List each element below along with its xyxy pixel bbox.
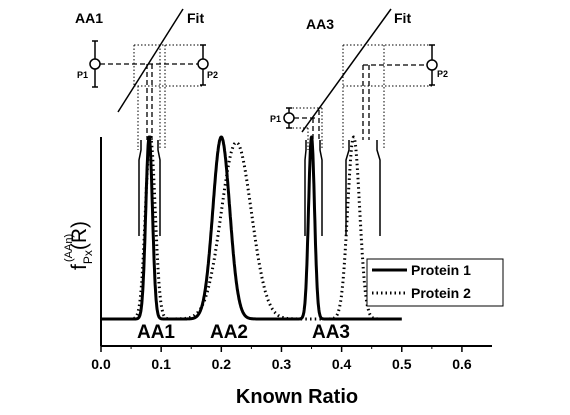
peak-label-aa2: AA2 (210, 322, 248, 343)
inset-aa1-p2-label: P2 (207, 70, 218, 80)
legend-label-protein-2: Protein 2 (411, 285, 471, 301)
series-line-protein-2 (99, 135, 403, 321)
inset-aa1-title: AA1 (75, 10, 103, 26)
inset-aa3-p2-label: P2 (437, 69, 448, 79)
y-axis-label-main: f (68, 264, 91, 270)
x-tick-label: 0.2 (212, 356, 232, 372)
inset-aa3-fit-line (301, 8, 392, 133)
inset-aa1-p2-marker (197, 58, 209, 70)
peak-label-aa1: AA1 (137, 322, 175, 343)
svg-text:fPx(R): fPx(R) (68, 221, 95, 270)
x-tick-label: 0.0 (91, 356, 111, 372)
curves (99, 135, 403, 321)
series-line-protein-1 (99, 135, 403, 321)
inset-aa3-fit-label: Fit (394, 10, 411, 26)
y-axis-label-super: (AAn) (63, 234, 75, 262)
inset-aa1-p1-marker (89, 58, 101, 70)
x-tick-label: 0.5 (392, 356, 412, 372)
y-axis-label-arg: (R) (68, 221, 91, 250)
inset-aa3-p2-marker (426, 59, 438, 71)
inset-aa1: AA1 Fit P1 P2 (75, 8, 218, 236)
inset-aa1-p1-label: P1 (77, 70, 88, 80)
x-tick-label: 0.6 (452, 356, 472, 372)
y-axis-label-sub: Px (81, 250, 95, 264)
x-tick-label: 0.3 (272, 356, 292, 372)
inset-aa3-bracket-right (345, 140, 350, 236)
inset-aa3: AA3 Fit P1 P2 (270, 8, 448, 236)
x-axis-label: Known Ratio (236, 386, 358, 408)
inset-aa1-fit-label: Fit (187, 10, 204, 26)
inset-aa3-p1-label: P1 (270, 114, 281, 124)
inset-aa1-fit-line (117, 8, 184, 113)
inset-aa1-bracket (138, 140, 142, 236)
x-ticks: 0.0 0.1 0.2 0.3 0.4 0.5 0.6 (91, 346, 472, 372)
peak-labels: AA1 AA2 AA3 (137, 322, 350, 343)
x-tick-label: 0.4 (332, 356, 352, 372)
legend-label-protein-1: Protein 1 (411, 262, 471, 278)
inset-aa3-title: AA3 (306, 16, 334, 32)
plot-axes: 0.0 0.1 0.2 0.3 0.4 0.5 0.6 (91, 137, 492, 372)
peak-label-aa3: AA3 (312, 322, 350, 343)
legend-box (366, 258, 504, 307)
inset-aa3-p1-marker (283, 112, 295, 124)
legend: Protein 1 Protein 2 (366, 258, 504, 307)
y-axis-label: fPx(R) (AAn) (63, 221, 95, 270)
inset-aa3-bracket-left (304, 140, 307, 236)
x-tick-label: 0.1 (151, 356, 171, 372)
